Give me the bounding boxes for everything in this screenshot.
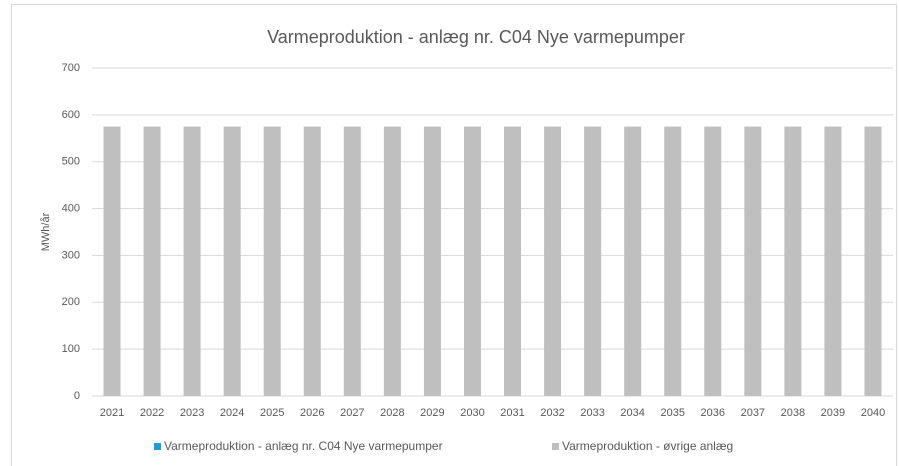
y-tick-label: 200 <box>62 296 80 308</box>
x-tick-label: 2023 <box>180 407 204 419</box>
bar-segment <box>744 126 762 397</box>
bar-segment <box>544 126 562 397</box>
x-tick-label: 2036 <box>701 407 725 419</box>
bar-segment <box>103 126 121 397</box>
bar-segment <box>664 126 682 397</box>
x-tick-label: 2032 <box>540 407 564 419</box>
x-tick-label: 2022 <box>140 407 164 419</box>
y-tick-label: 300 <box>62 249 80 261</box>
x-tick-label: 2031 <box>500 407 524 419</box>
legend-swatch <box>154 443 161 450</box>
x-tick-label: 2038 <box>781 407 805 419</box>
legend-swatch <box>552 443 559 450</box>
y-tick-label: 700 <box>62 62 80 74</box>
bar-segment <box>584 126 602 397</box>
bar-segment <box>143 126 161 397</box>
legend-label: Varmeproduktion - øvrige anlæg <box>562 439 733 453</box>
x-tick-label: 2034 <box>620 407 644 419</box>
bar-segment <box>624 126 642 397</box>
y-tick-label: 0 <box>74 390 80 402</box>
y-tick-label: 400 <box>62 202 80 214</box>
x-tick-label: 2021 <box>100 407 124 419</box>
x-tick-label: 2028 <box>380 407 404 419</box>
bar-segment <box>423 126 441 397</box>
x-tick-label: 2026 <box>300 407 324 419</box>
x-tick-label: 2039 <box>821 407 845 419</box>
bar-segment <box>864 126 882 397</box>
x-tick-label: 2025 <box>260 407 284 419</box>
x-tick-label: 2030 <box>460 407 484 419</box>
bar-segment <box>824 126 842 397</box>
chart-title: Varmeproduktion - anlæg nr. C04 Nye varm… <box>267 27 685 47</box>
bar-segment <box>223 126 241 397</box>
x-tick-label: 2027 <box>340 407 364 419</box>
x-tick-label: 2035 <box>660 407 684 419</box>
chart-frame <box>11 4 897 466</box>
y-tick-label: 500 <box>62 156 80 168</box>
bar-segment <box>263 126 281 397</box>
bar-segment <box>183 126 201 397</box>
x-tick-label: 2029 <box>420 407 444 419</box>
bar-segment <box>504 126 522 397</box>
x-tick-label: 2024 <box>220 407 244 419</box>
x-tick-label: 2037 <box>741 407 765 419</box>
y-axis-label: MWh/år <box>40 212 52 251</box>
y-tick-label: 100 <box>62 343 80 355</box>
bar-segment <box>463 126 481 397</box>
bar-segment <box>343 126 361 397</box>
x-tick-label: 2040 <box>861 407 885 419</box>
bar-segment <box>704 126 722 397</box>
legend-label: Varmeproduktion - anlæg nr. C04 Nye varm… <box>164 439 443 453</box>
x-tick-label: 2033 <box>580 407 604 419</box>
bar-segment <box>383 126 401 397</box>
bar-segment <box>303 126 321 397</box>
bar-segment <box>784 126 802 397</box>
y-tick-label: 600 <box>62 109 80 121</box>
